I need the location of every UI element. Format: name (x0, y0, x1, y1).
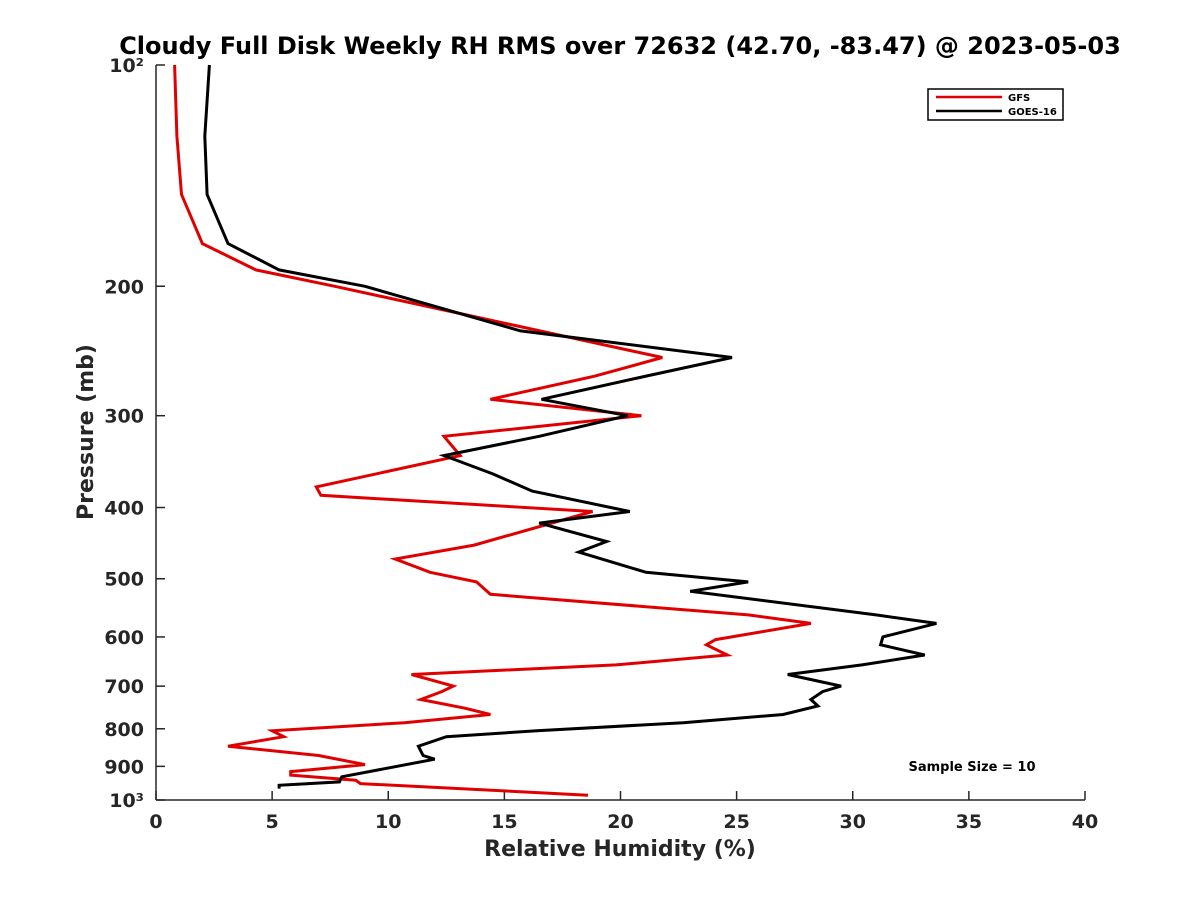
plot-axes (155, 65, 1085, 801)
y-tick-label: 10³ (109, 790, 144, 812)
x-tick-label: 30 (840, 811, 866, 833)
series-line-gfs (173, 64, 812, 797)
x-tick-label: 5 (266, 811, 279, 833)
x-tick-label: 40 (1072, 811, 1098, 833)
x-tick-label: 0 (149, 811, 162, 833)
y-tick-label: 200 (104, 276, 144, 298)
legend-box (927, 88, 1064, 121)
x-axis-label: Relative Humidity (%) (484, 837, 756, 862)
legend-label-gfs: GFS (1008, 93, 1030, 104)
series-group (173, 64, 937, 797)
x-tick-label: 20 (607, 811, 633, 833)
sample-size-annotation: Sample Size = 10 (908, 760, 1035, 775)
x-tick-label: 10 (375, 811, 401, 833)
series-line-goes16 (203, 64, 937, 789)
x-tick-label: 15 (491, 811, 517, 833)
x-tick-label: 25 (723, 811, 749, 833)
chart-title: Cloudy Full Disk Weekly RH RMS over 7263… (119, 32, 1121, 60)
y-tick-label: 600 (104, 627, 144, 649)
legend-label-goes16: GOES-16 (1008, 107, 1057, 118)
y-tick-label: 900 (104, 756, 144, 778)
y-tick-label: 400 (104, 498, 144, 520)
x-tick-label: 35 (956, 811, 982, 833)
y-tick-label: 800 (104, 719, 144, 741)
y-ticks: 10² 200 300 400 500 600 700 800 900 10³ (104, 55, 165, 812)
legend: GFS GOES-16 (927, 88, 1064, 121)
y-tick-label: 10² (109, 55, 144, 77)
y-tick-label: 500 (104, 569, 144, 591)
y-axis-label: Pressure (mb) (74, 344, 99, 520)
y-tick-label: 300 (104, 406, 144, 428)
y-tick-label: 700 (104, 676, 144, 698)
x-ticks: 0 5 10 15 20 25 30 35 40 (149, 791, 1098, 833)
